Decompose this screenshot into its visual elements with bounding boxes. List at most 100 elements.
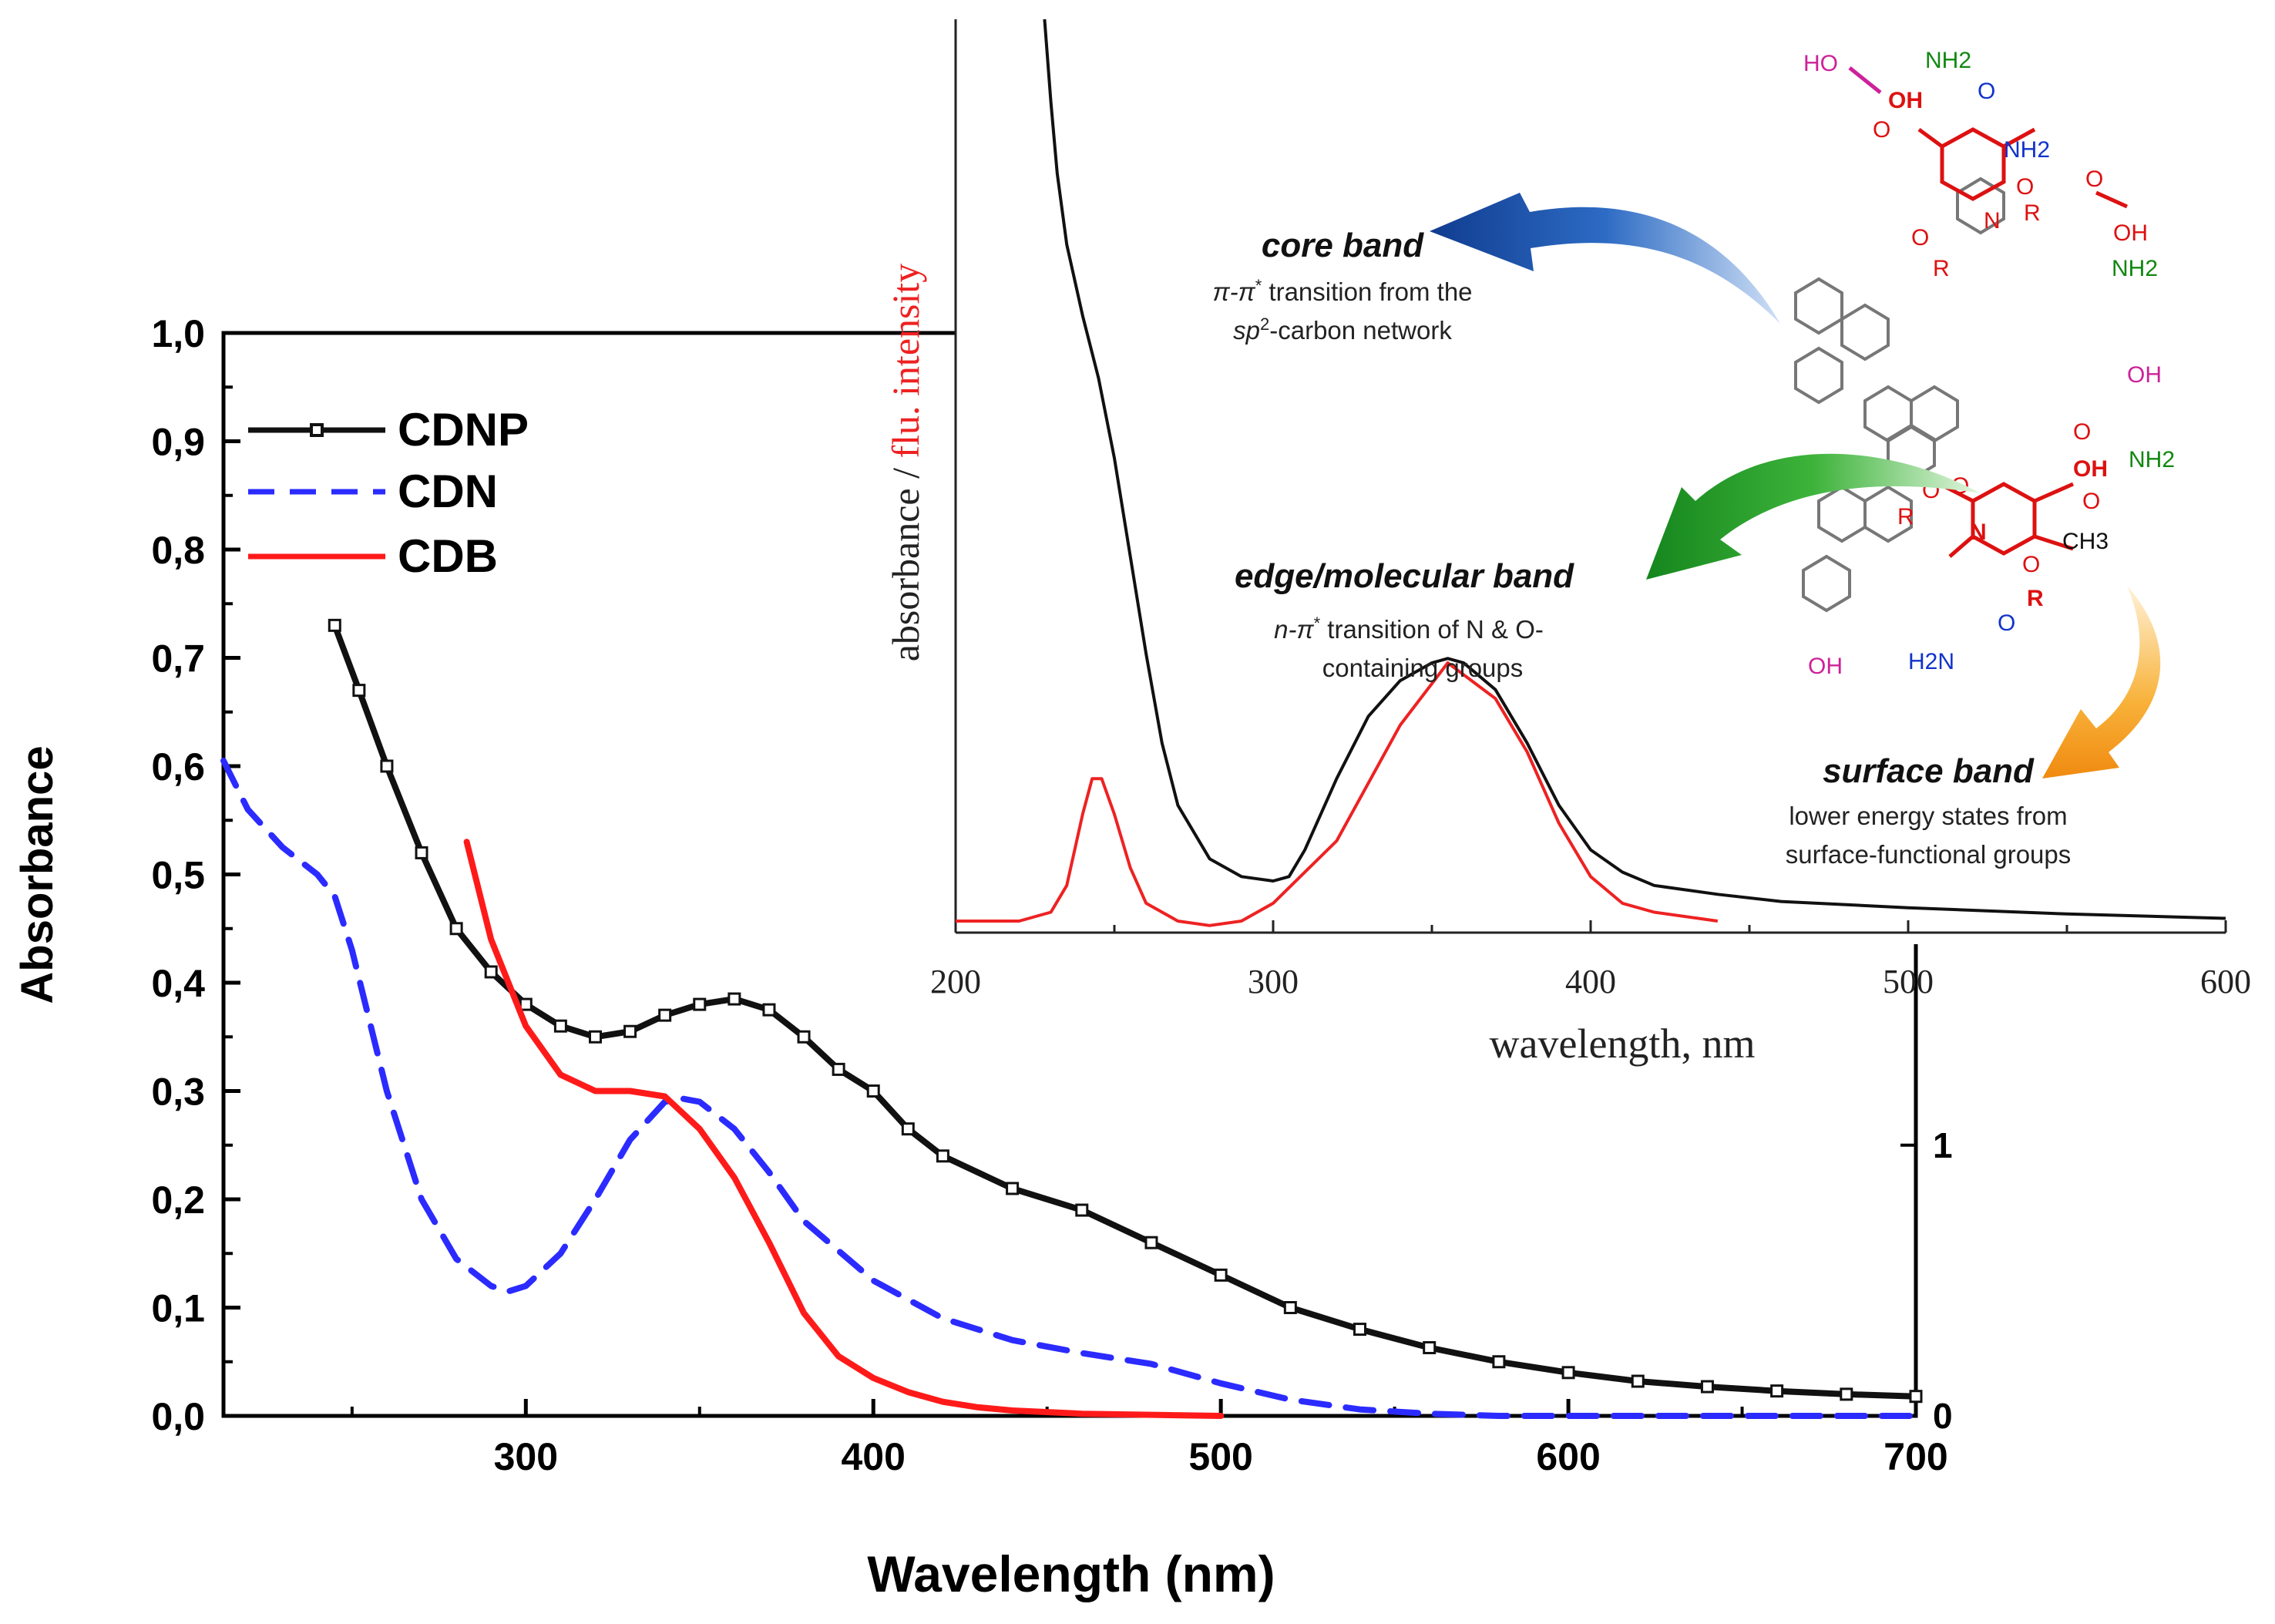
main-x-tick-label: 500: [1188, 1435, 1252, 1478]
main-y-tick-label: 0,8: [151, 529, 205, 572]
surface-band-arrow: [2042, 586, 2161, 778]
cdnp-point: [1214, 1268, 1228, 1282]
main-y-tick-label: 0,5: [151, 854, 205, 897]
main-y-tick-label: 1,0: [151, 312, 205, 355]
main-x-tick-label: 600: [1536, 1435, 1600, 1478]
surface-band-title: surface band: [1823, 752, 2035, 790]
inset-chart: 200 300 400 500 600 absorbance / flu. intens…: [884, 18, 2251, 1067]
surface-band-annotation: surface band lower energy states from su…: [1786, 752, 2072, 869]
main-series-layer: [220, 618, 1923, 1419]
label-o-red-low: O: [2022, 552, 2040, 577]
cdnp-point: [797, 1030, 811, 1044]
cdnp-point: [1006, 1182, 1020, 1195]
label-o-red-mid: O: [2073, 419, 2091, 445]
label-o-top-blue: O: [1978, 79, 1995, 104]
inset-x-axis: 200 300 400 500 600: [930, 920, 2251, 1000]
main-right-tick-label: 1: [1933, 1125, 1953, 1165]
cdnp-point: [449, 922, 463, 936]
main-chart: 0,0 0,1 0,2 0,3 0,4 0,5 0,6 0,7 0,8 0,9 1,0 300 400…: [12, 312, 1953, 1602]
label-nh2-top: NH2: [1925, 48, 1971, 73]
main-y-tick-label: 0,4: [151, 962, 205, 1005]
cdnp-point: [1144, 1236, 1158, 1249]
main-y-tick-label: 0,9: [151, 421, 205, 464]
inset-x-tick-label: 500: [1883, 963, 1934, 1000]
label-oh-right: OH: [2113, 220, 2148, 246]
label-n-top: N: [1984, 208, 2001, 234]
main-y-tick-label: 0,3: [151, 1071, 205, 1114]
edge-band-line2: containing groups: [1322, 654, 1524, 682]
label-r-1: R: [2024, 200, 2041, 226]
main-x-tick-label: 700: [1884, 1435, 1947, 1478]
label-nh2-right1: NH2: [2112, 256, 2158, 281]
inset-series-fluorescence: [956, 661, 1719, 927]
legend-label-cdb: CDB: [398, 530, 498, 582]
cdnp-point: [588, 1030, 602, 1044]
inset-x-tick-label: 400: [1565, 963, 1616, 1000]
cdnp-point: [1561, 1366, 1575, 1380]
legend-label-cdn: CDN: [398, 466, 498, 517]
label-o-r-left: O: [1911, 225, 1929, 250]
inset-series-layer: [956, 18, 2226, 927]
cdnp-point: [415, 846, 428, 859]
core-band-annotation: core band π-π* transition from the sp2-c…: [1212, 227, 1472, 345]
cdnp-point: [519, 997, 533, 1011]
series-line-cdb: [463, 839, 1225, 1419]
label-nh2-blue-top: NH2: [2004, 137, 2050, 163]
cdnp-point: [1075, 1203, 1089, 1217]
cdnp-point: [1840, 1387, 1853, 1401]
edge-band-title: edge/molecular band: [1235, 557, 1574, 595]
main-y-tick-label: 0,6: [151, 745, 205, 788]
label-r-left: R: [1933, 256, 1950, 281]
main-y-axis-label: Absorbance: [12, 745, 62, 1004]
inset-y-axis-label: absorbance / flu. intensity: [884, 264, 927, 662]
label-r-low: R: [2027, 586, 2044, 611]
label-o-ch3: O: [2082, 489, 2100, 514]
label-oh-top: OH: [1888, 88, 1923, 113]
cdnp-point: [1631, 1374, 1645, 1388]
main-x-axis-label: Wavelength (nm): [867, 1545, 1275, 1602]
label-o-blue-low: O: [1998, 610, 2015, 636]
main-y-tick-label: 0,2: [151, 1178, 205, 1222]
cdnp-point: [1283, 1301, 1297, 1314]
cdnp-point: [352, 684, 366, 698]
main-y-tick-label: 0,1: [151, 1287, 205, 1330]
legend-label-cdnp: CDNP: [398, 404, 529, 456]
label-r-mid: R: [1897, 504, 1914, 530]
cdnp-point: [1353, 1323, 1367, 1337]
label-nh2-right2: NH2: [2129, 447, 2175, 472]
main-right-axis: 01: [1900, 1110, 1953, 1436]
inset-y-label-flu: flu. intensity: [884, 264, 927, 459]
edge-band-line1: n-π* transition of N & O-: [1274, 614, 1544, 644]
inset-y-label-absorbance: absorbance /: [884, 458, 927, 661]
cdnp-point: [553, 1019, 567, 1033]
cdnp-point: [328, 618, 341, 632]
main-y-tick-label: 0,0: [151, 1395, 205, 1438]
label-ho-top: HO: [1803, 51, 1838, 76]
core-band-line2: sp2-carbon network: [1233, 314, 1452, 345]
cdnp-point: [693, 997, 707, 1011]
main-legend: CDNP CDN CDB: [248, 404, 529, 582]
cdnp-point: [1909, 1390, 1923, 1404]
label-o-red-2: O: [2016, 174, 2034, 200]
core-band-title: core band: [1262, 227, 1424, 264]
edge-band-annotation: edge/molecular band n-π* transition of N…: [1235, 557, 1574, 682]
main-y-axis: 0,0 0,1 0,2 0,3 0,4 0,5 0,6 0,7 0,8 0,9 1,0: [151, 312, 240, 1438]
inset-series-absorbance: [1043, 18, 2226, 920]
cdnp-point: [832, 1062, 845, 1076]
main-right-tick-label: 0: [1933, 1396, 1953, 1436]
functional-group-bonds: [1848, 66, 2129, 558]
core-band-line1: π-π* transition from the: [1212, 276, 1472, 306]
structure-labels: HO NH2 OH O NH2 O O R O OH O R N NH2 OH …: [1803, 48, 2175, 679]
edge-band-arrow: [1646, 453, 1981, 580]
cdnp-point: [1770, 1384, 1784, 1398]
cdnp-point: [762, 1003, 776, 1017]
legend-marker-cdnp: [310, 423, 324, 437]
cdnp-point: [728, 992, 741, 1006]
label-oh-red-mid: OH: [2073, 456, 2108, 482]
main-x-tick-label: 300: [494, 1435, 558, 1478]
nanoparticle-graphic: [1786, 39, 2172, 686]
cdnp-point: [936, 1149, 949, 1163]
inset-x-tick-label: 600: [2200, 963, 2251, 1000]
main-x-axis: 300 400 500 600 700: [350, 1399, 1948, 1478]
